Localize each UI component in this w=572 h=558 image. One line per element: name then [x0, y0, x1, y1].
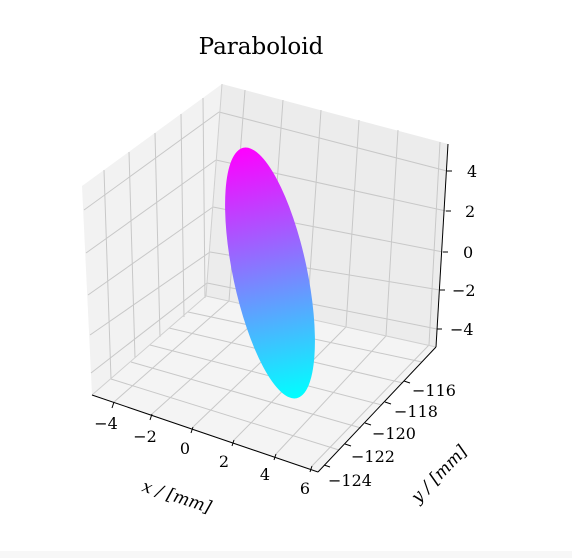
z-tick-label: 0 — [463, 243, 473, 262]
x-tick-label: 6 — [300, 479, 310, 498]
x-tick-label: 4 — [260, 465, 270, 484]
y-tick-label: −122 — [351, 447, 395, 466]
x-tick-label: −4 — [94, 414, 118, 433]
z-tick-label: 2 — [465, 202, 475, 221]
y-axis-line — [317, 346, 437, 473]
y-tick-label: −118 — [394, 402, 438, 421]
y-axis-label: y / [mm] — [407, 442, 472, 508]
x-tick-label: 0 — [180, 439, 190, 458]
y-tick-labels: −116 −118 −120 −122 −124 — [328, 381, 456, 490]
tick-marks — [111, 170, 452, 473]
y-tick-label: −124 — [328, 471, 372, 490]
x-tick-label: 2 — [219, 452, 229, 471]
z-tick-label: −2 — [452, 281, 476, 300]
paraboloid-surface — [225, 147, 315, 399]
chart-title: Paraboloid — [199, 34, 324, 60]
y-tick-label: −116 — [412, 381, 456, 400]
z-tick-label: 4 — [467, 162, 477, 181]
x-tick-labels: −4 −2 0 2 4 6 — [94, 414, 310, 498]
x-axis-line — [91, 394, 319, 473]
footer-strip — [0, 551, 572, 558]
z-axis-line — [435, 143, 449, 348]
z-tick-labels: 4 2 0 −2 −4 — [450, 162, 477, 339]
x-tick-label: −2 — [133, 427, 157, 446]
surface — [225, 147, 315, 399]
x-axis-label: x / [mm] — [139, 477, 214, 518]
left-pane — [82, 84, 222, 395]
y-tick-label: −120 — [372, 424, 416, 443]
floor-pane — [92, 296, 436, 472]
z-tick-label: −4 — [450, 320, 474, 339]
